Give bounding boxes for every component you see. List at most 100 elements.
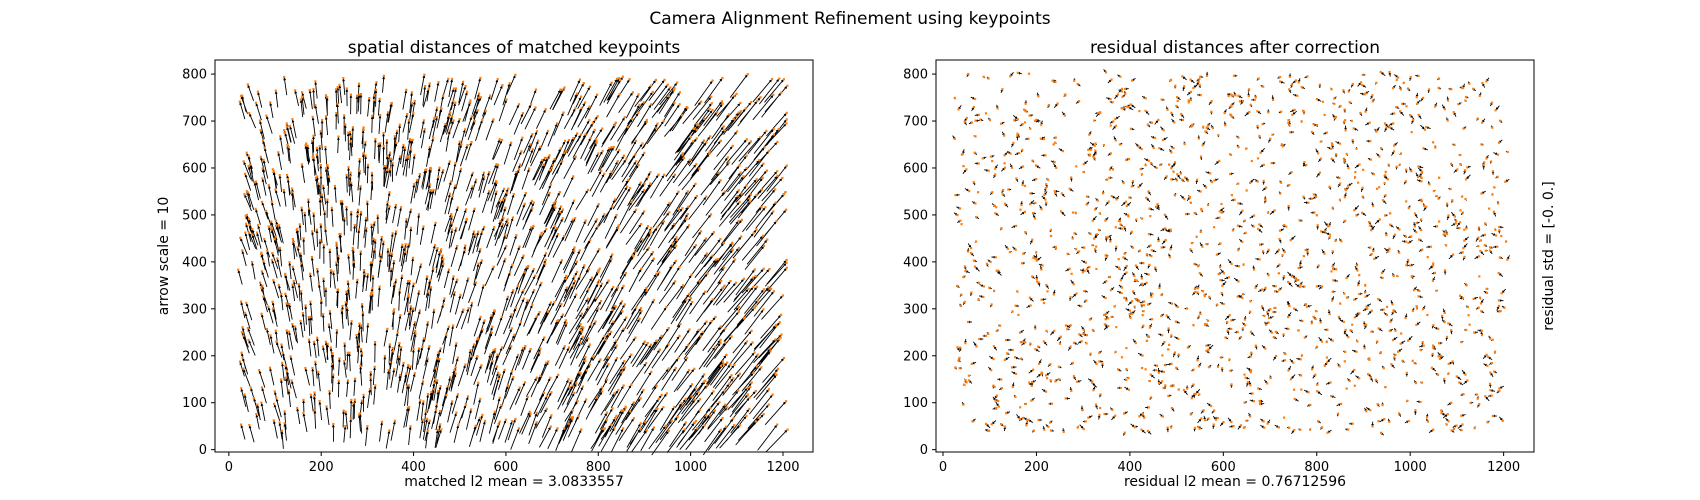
keypoint-marker (564, 139, 567, 142)
keypoint-marker (1420, 381, 1424, 384)
keypoint-marker (639, 307, 643, 310)
keypoint-marker (306, 144, 309, 147)
keypoint-marker (1294, 276, 1297, 280)
keypoint-marker (1330, 142, 1333, 145)
keypoint-marker (543, 156, 546, 159)
keypoint-marker (1016, 134, 1019, 137)
keypoint-marker (281, 361, 284, 365)
keypoint-marker (555, 227, 558, 230)
keypoint-marker (1035, 178, 1038, 181)
keypoint-marker (599, 358, 602, 361)
keypoint-marker (1464, 197, 1467, 201)
keypoint-marker (1108, 168, 1112, 171)
keypoint-marker (1375, 130, 1378, 133)
keypoint-marker (1142, 310, 1145, 313)
keypoint-marker (384, 165, 387, 168)
keypoint-marker (1220, 211, 1223, 214)
keypoint-marker (640, 267, 643, 270)
keypoint-marker (1498, 389, 1501, 392)
keypoint-marker (1258, 134, 1261, 138)
keypoint-marker (579, 323, 582, 326)
keypoint-marker (1024, 121, 1027, 124)
keypoint-marker (1250, 351, 1253, 354)
keypoint-marker (1392, 310, 1395, 313)
keypoint-marker (1394, 329, 1397, 332)
keypoint-marker (631, 117, 634, 120)
keypoint-marker (622, 284, 625, 287)
keypoint-marker (705, 252, 708, 255)
keypoint-marker (694, 419, 697, 423)
keypoint-marker (542, 163, 545, 166)
keypoint-marker (774, 338, 777, 341)
keypoint-marker (300, 163, 303, 166)
keypoint-marker (544, 258, 547, 261)
keypoint-marker (382, 144, 385, 148)
keypoint-marker (1302, 109, 1305, 112)
keypoint-marker (780, 91, 783, 94)
keypoint-marker (418, 347, 421, 350)
keypoint-marker (409, 305, 412, 308)
keypoint-marker (1031, 159, 1034, 162)
y-tick-label: 0 (920, 443, 928, 458)
keypoint-marker (738, 372, 741, 375)
keypoint-marker (649, 182, 652, 185)
x-tick-label: 1200 (766, 460, 799, 475)
keypoint-marker (979, 118, 982, 121)
keypoint-marker (738, 164, 741, 167)
keypoint-marker (1388, 70, 1391, 74)
keypoint-marker (654, 78, 657, 81)
keypoint-marker (1054, 245, 1057, 248)
keypoint-marker (324, 340, 327, 343)
keypoint-marker (1035, 118, 1038, 121)
keypoint-marker (1462, 127, 1465, 130)
keypoint-marker (1199, 190, 1202, 193)
y-tick-label: 300 (903, 302, 928, 317)
keypoint-marker (603, 335, 606, 338)
keypoint-marker (1146, 429, 1149, 432)
keypoint-marker (967, 320, 970, 324)
keypoint-marker (1338, 142, 1342, 145)
keypoint-marker (452, 119, 455, 122)
keypoint-marker (984, 334, 988, 337)
keypoint-marker (759, 96, 762, 99)
keypoint-marker (1373, 257, 1376, 260)
keypoint-marker (1030, 384, 1033, 387)
keypoint-marker (1142, 324, 1145, 327)
keypoint-marker (1328, 313, 1331, 316)
keypoint-marker (1053, 329, 1056, 332)
keypoint-marker (1151, 318, 1154, 321)
keypoint-marker (1417, 74, 1420, 78)
keypoint-marker (273, 238, 276, 241)
keypoint-marker (1007, 188, 1010, 191)
keypoint-marker (428, 82, 431, 85)
keypoint-marker (336, 102, 339, 105)
keypoint-marker (957, 359, 960, 362)
keypoint-marker (256, 90, 259, 93)
keypoint-marker (1365, 410, 1368, 413)
keypoint-marker (437, 81, 440, 84)
keypoint-marker (238, 100, 241, 103)
keypoint-marker (1265, 323, 1268, 326)
keypoint-marker (1001, 88, 1004, 91)
keypoint-marker (580, 106, 583, 110)
keypoint-marker (1170, 151, 1173, 154)
keypoint-marker (1076, 380, 1079, 383)
keypoint-marker (1450, 429, 1453, 432)
keypoint-marker (561, 208, 564, 211)
keypoint-marker (753, 351, 756, 354)
keypoint-marker (1134, 278, 1137, 281)
keypoint-marker (289, 355, 292, 358)
keypoint-marker (1097, 228, 1101, 231)
keypoint-marker (350, 320, 353, 323)
keypoint-marker (242, 334, 245, 337)
keypoint-marker (374, 384, 377, 387)
panel-residual-distances: residual distances after correction 0 200… (903, 38, 1557, 490)
keypoint-marker (1259, 401, 1262, 404)
keypoint-marker (977, 162, 980, 165)
keypoint-marker (595, 141, 598, 144)
keypoint-marker (1414, 382, 1417, 385)
keypoint-marker (373, 221, 376, 224)
keypoint-marker (1082, 170, 1085, 174)
keypoint-marker (997, 400, 1000, 403)
keypoint-marker (974, 135, 977, 138)
